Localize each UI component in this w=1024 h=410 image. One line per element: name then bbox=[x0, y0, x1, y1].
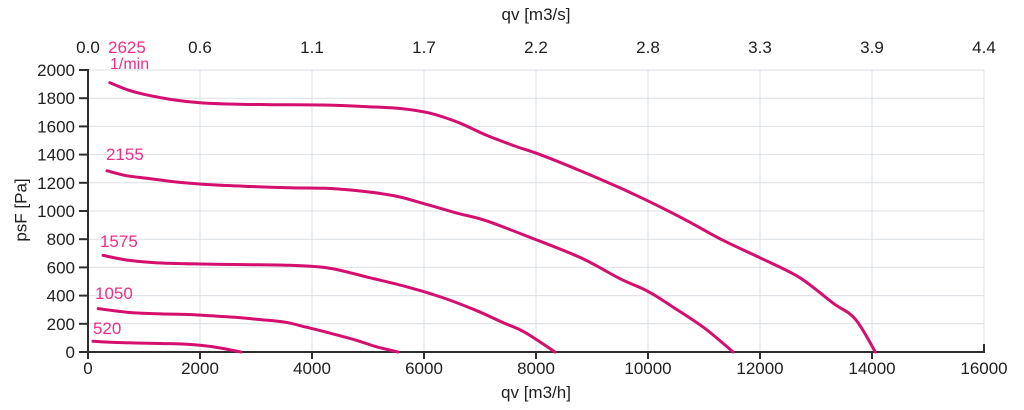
y-tick-label: 200 bbox=[47, 315, 75, 334]
x-tick-label: 6000 bbox=[405, 359, 443, 378]
x-tick-label: 8000 bbox=[517, 359, 555, 378]
curve-labels: 2625 2155 1575 1050 520 1/min bbox=[93, 38, 149, 338]
y-tick-label: 1000 bbox=[37, 202, 75, 221]
x-tick-label: 4000 bbox=[293, 359, 331, 378]
top-axis-tick-label: 1.1 bbox=[300, 38, 324, 57]
y-tick-label: 1600 bbox=[37, 117, 75, 136]
top-axis-tick-label: 3.9 bbox=[860, 38, 884, 57]
curve-label-520: 520 bbox=[93, 319, 121, 338]
curve-label-1575: 1575 bbox=[100, 232, 138, 251]
x-tick-label: 12000 bbox=[736, 359, 783, 378]
y-axis-title: psF [Pa] bbox=[11, 178, 31, 242]
y-tick-label: 400 bbox=[47, 287, 75, 306]
top-axis-tick-label: 0.6 bbox=[188, 38, 212, 57]
gridlines bbox=[88, 69, 985, 352]
curve-520 bbox=[91, 339, 243, 354]
curve-2155 bbox=[105, 169, 735, 354]
x-axis-title: qv [m3/h] bbox=[501, 383, 571, 402]
top-axis-tick-label: 2.2 bbox=[524, 38, 548, 57]
top-axis-tick-labels: 0.0 0.6 1.1 1.7 2.2 2.8 3.3 3.9 4.4 bbox=[76, 38, 996, 57]
x-tick-label: 10000 bbox=[624, 359, 671, 378]
x-tick-label: 0 bbox=[83, 359, 92, 378]
top-axis-tick-label: 0.0 bbox=[76, 38, 100, 57]
curve-label-2155: 2155 bbox=[106, 145, 144, 164]
curve-2625 bbox=[108, 81, 877, 354]
curve-1050 bbox=[96, 307, 400, 354]
y-tick-label: 600 bbox=[47, 258, 75, 277]
curves bbox=[91, 81, 877, 354]
rpm-unit-label: 1/min bbox=[110, 56, 149, 73]
y-tick-label: 0 bbox=[66, 343, 75, 362]
x-tick-label: 2000 bbox=[181, 359, 219, 378]
top-axis-tick-label: 4.4 bbox=[972, 38, 996, 57]
y-tick-label: 1200 bbox=[37, 174, 75, 193]
curve-1575 bbox=[101, 253, 557, 354]
top-axis-tick-label: 1.7 bbox=[412, 38, 436, 57]
y-tick-label: 2000 bbox=[37, 61, 75, 80]
y-tick-label: 800 bbox=[47, 230, 75, 249]
curve-label-1050: 1050 bbox=[95, 284, 133, 303]
curve-label-2625: 2625 bbox=[108, 38, 146, 57]
top-axis-title: qv [m3/s] bbox=[501, 5, 571, 24]
y-tick-label: 1800 bbox=[37, 89, 75, 108]
x-tick-label: 16000 bbox=[960, 359, 1007, 378]
y-tick-labels: 0 200 400 600 800 1000 1200 1400 1600 1800 2000 bbox=[37, 61, 75, 362]
top-axis-tick-label: 3.3 bbox=[748, 38, 772, 57]
top-axis-tick-label: 2.8 bbox=[636, 38, 660, 57]
x-tick-labels: 0 2000 4000 6000 8000 10000 12000 14000 16000 bbox=[83, 359, 1007, 378]
y-axis bbox=[79, 69, 89, 353]
x-tick-label: 14000 bbox=[848, 359, 895, 378]
y-tick-label: 1400 bbox=[37, 146, 75, 165]
